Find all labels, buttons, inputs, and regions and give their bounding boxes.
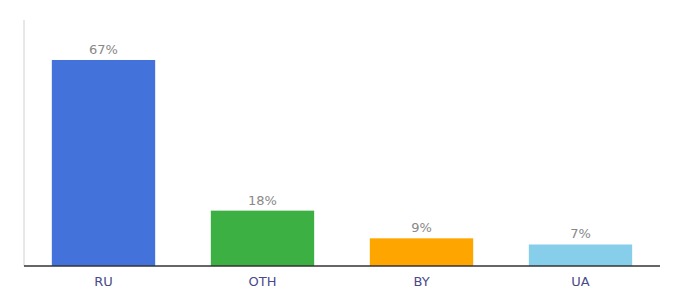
bars [52, 60, 632, 266]
chart-container: RU OTH BY UA 67% 18% 9% 7% [0, 0, 680, 300]
data-label: 67% [89, 42, 118, 57]
x-tick-label: RU [94, 274, 113, 289]
bar [370, 238, 473, 266]
x-tick-label: UA [571, 274, 590, 289]
x-axis-line [24, 265, 660, 267]
y-axis-line [24, 20, 25, 266]
data-label: 9% [411, 220, 432, 235]
chart: RU OTH BY UA 67% 18% 9% 7% [0, 0, 680, 300]
x-tick-label: BY [413, 274, 429, 289]
bar [52, 60, 155, 266]
data-label: 18% [248, 193, 277, 208]
bar [529, 244, 632, 266]
bar [211, 211, 314, 266]
data-label: 7% [570, 226, 591, 241]
x-tick-label: OTH [249, 274, 277, 289]
